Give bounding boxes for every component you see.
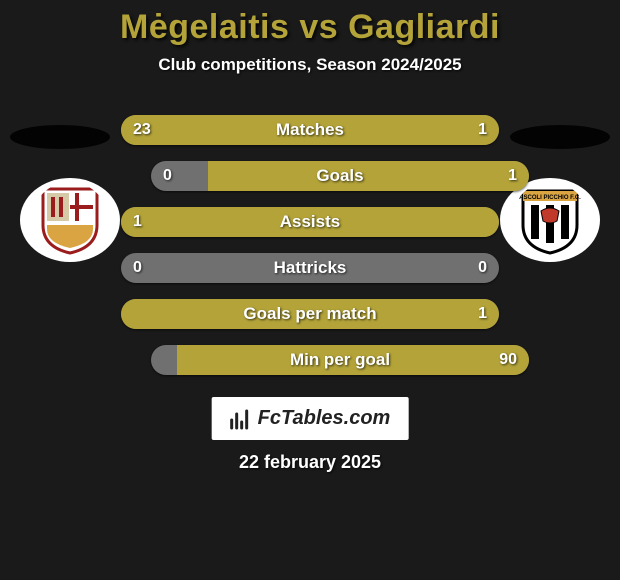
metric-value-left: 0	[133, 253, 142, 283]
metric-row: Matches23 1	[121, 115, 499, 145]
metric-value-left: 23	[133, 115, 151, 145]
metric-value-left: 0	[163, 161, 172, 191]
metric-label: Matches	[121, 115, 499, 145]
page-title: Mėgelaitis vs Gagliardi	[0, 0, 620, 47]
metrics-list: Matches231Goals01Assists1Hattricks00Goal…	[0, 115, 620, 391]
metric-value-right: 1	[478, 299, 487, 329]
metric-value-right: 0	[478, 253, 487, 283]
watermark: FcTables.com	[212, 397, 409, 440]
watermark-icon	[230, 408, 252, 430]
metric-label: Goals per match	[121, 299, 499, 329]
metric-row: Min per goal90	[151, 345, 529, 375]
metric-value-left: 1	[133, 207, 142, 237]
metric-row: Hattricks0 0	[121, 253, 499, 283]
metric-value-right: 90	[499, 345, 517, 375]
comparison-card: Mėgelaitis vs Gagliardi Club competition…	[0, 0, 620, 580]
watermark-text: FcTables.com	[258, 407, 391, 430]
metric-row: Assists1	[121, 207, 499, 237]
metric-value-right: 1	[508, 161, 517, 191]
metric-row: Goals0 1	[151, 161, 529, 191]
metric-row: Goals per match1	[121, 299, 499, 329]
metric-label: Min per goal	[151, 345, 529, 375]
metric-label: Hattricks	[121, 253, 499, 283]
metric-value-right: 1	[478, 115, 487, 145]
metric-label: Assists	[121, 207, 499, 237]
metric-label: Goals	[151, 161, 529, 191]
date-text: 22 february 2025	[0, 452, 620, 473]
subtitle: Club competitions, Season 2024/2025	[0, 55, 620, 75]
